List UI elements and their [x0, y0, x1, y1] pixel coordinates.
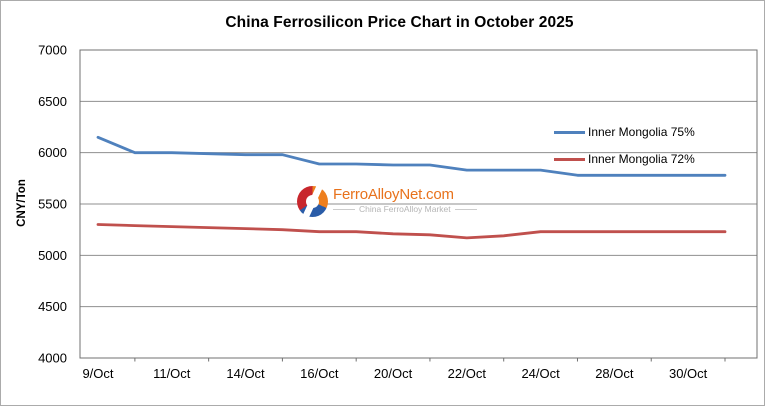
- y-tick-label: 5000: [38, 248, 67, 263]
- legend-line-72-icon: [554, 157, 585, 161]
- x-tick-label: 9/Oct: [82, 366, 113, 381]
- x-tick-label: 22/Oct: [448, 366, 487, 381]
- watermark-title: FerroAlloyNet.com: [333, 186, 454, 203]
- legend: Inner Mongolia 75% Inner Mongolia 72%: [554, 125, 695, 166]
- x-axis-ticks: [134, 358, 726, 362]
- plot-border: [79, 49, 758, 359]
- legend-item-inner-mongolia-75: Inner Mongolia 75%: [554, 125, 695, 139]
- watermark-dash-right: [454, 208, 477, 210]
- legend-label-72: Inner Mongolia 72%: [588, 152, 695, 166]
- y-tick-label: 4500: [38, 299, 67, 314]
- watermark-dash-left: [333, 208, 355, 210]
- x-tick-label: 16/Oct: [300, 366, 339, 381]
- y-tick-label: 4000: [38, 351, 67, 366]
- ferroalloynet-logo-icon: [297, 186, 328, 217]
- watermark-subtitle: China FerroAlloy Market: [359, 204, 451, 214]
- x-tick-label: 28/Oct: [595, 366, 634, 381]
- series-line-inner-mongolia-72-: [96, 223, 727, 240]
- x-tick-label: 20/Oct: [374, 366, 413, 381]
- chart-title: China Ferrosilicon Price Chart in Octobe…: [225, 14, 574, 31]
- watermark-text-block: FerroAlloyNet.com China FerroAlloy Marke…: [333, 186, 477, 214]
- y-tick-label: 6500: [38, 94, 67, 109]
- y-tick-label: 7000: [38, 43, 67, 58]
- x-tick-label: 11/Oct: [153, 366, 191, 381]
- x-tick-label: 30/Oct: [669, 366, 708, 381]
- legend-line-75-icon: [554, 130, 585, 134]
- y-tick-label: 6000: [38, 145, 67, 160]
- legend-item-inner-mongolia-72: Inner Mongolia 72%: [554, 152, 695, 166]
- x-tick-label: 14/Oct: [226, 366, 265, 381]
- watermark-subtitle-row: China FerroAlloy Market: [333, 204, 477, 214]
- watermark: FerroAlloyNet.com China FerroAlloy Marke…: [297, 186, 477, 217]
- y-axis-tick-labels: 7000 6500 6000 5500 5000 4500 4000: [38, 43, 67, 366]
- x-tick-label: 24/Oct: [521, 366, 560, 381]
- x-axis-tick-labels: 9/Oct 11/Oct 14/Oct 16/Oct 20/Oct 22/Oct 24/Oc…: [82, 366, 707, 381]
- legend-label-75: Inner Mongolia 75%: [588, 125, 695, 139]
- y-tick-label: 5500: [38, 197, 67, 212]
- series-line-inner-mongolia-75-: [96, 135, 727, 177]
